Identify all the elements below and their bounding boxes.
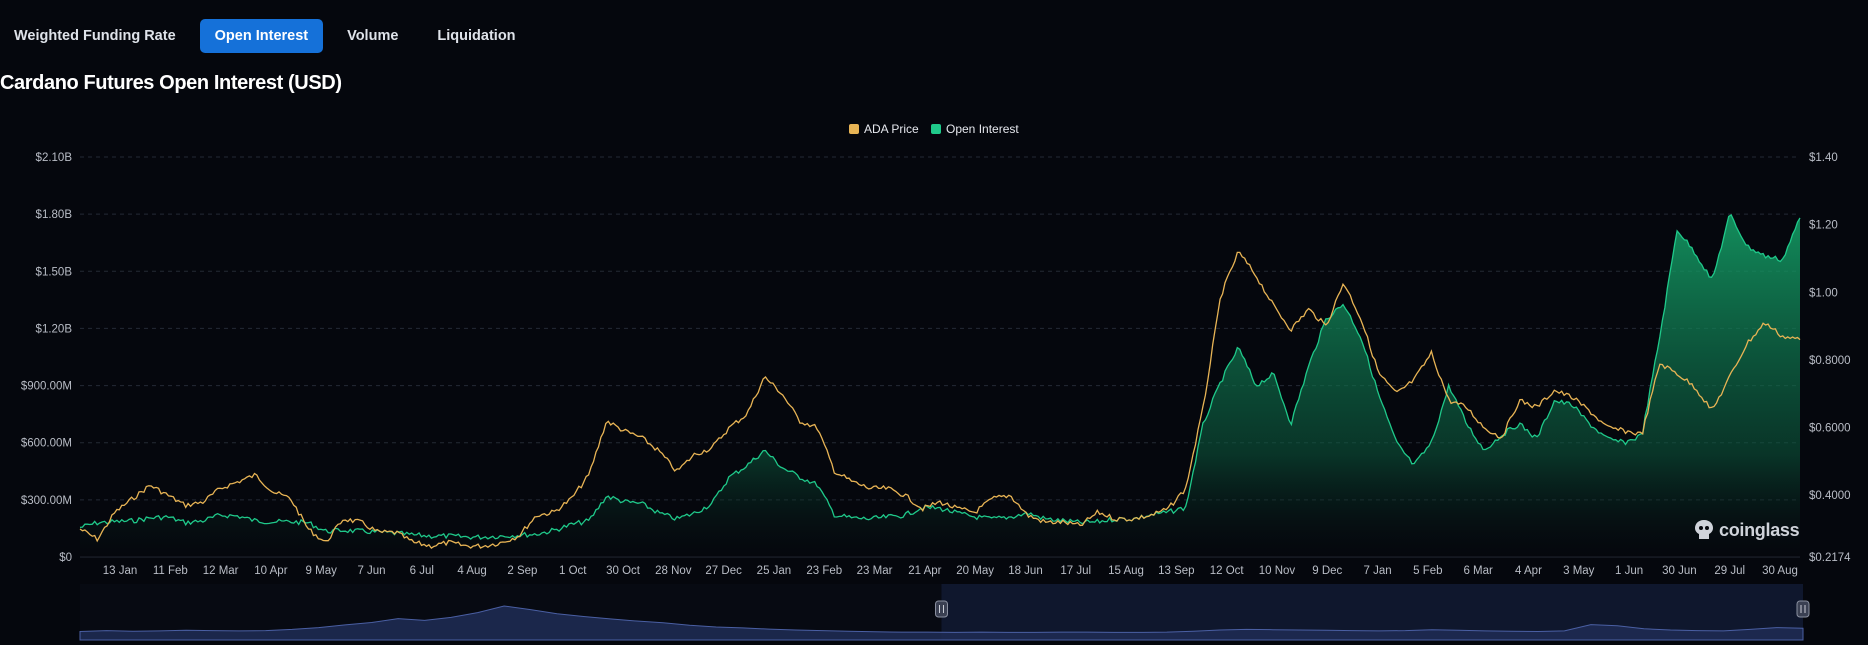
chart-legend: ADA Price Open Interest <box>849 122 1019 136</box>
x-tick-label: 30 Jun <box>1662 565 1697 577</box>
x-tick-label: 9 May <box>306 565 338 577</box>
x-tick-label: 28 Nov <box>655 565 692 577</box>
x-tick-label: 10 Nov <box>1259 565 1296 577</box>
x-tick-label: 29 Jul <box>1714 565 1745 577</box>
chart-title: Cardano Futures Open Interest (USD) <box>0 72 342 94</box>
x-tick-label: 23 Mar <box>857 565 893 577</box>
x-tick-label: 10 Apr <box>254 565 287 577</box>
legend-label-open-interest[interactable]: Open Interest <box>946 122 1019 136</box>
x-tick-label: 23 Feb <box>806 565 842 577</box>
x-tick-label: 1 Oct <box>559 565 587 577</box>
y-left-tick-label: $2.10B <box>36 152 73 164</box>
tab-liquidation[interactable]: Liquidation <box>437 28 516 44</box>
x-tick-label: 7 Jan <box>1364 565 1392 577</box>
x-tick-label: 12 Mar <box>203 565 239 577</box>
coinglass-watermark: coinglass <box>1693 518 1800 542</box>
y-axis-left: $0 $300.00M $600.00M $900.00M $1.20B $1.50B $1… <box>21 152 72 564</box>
x-tick-label: 6 Jul <box>410 565 434 577</box>
y-right-tick-label: $1.00 <box>1809 287 1838 299</box>
x-tick-label: 21 Apr <box>908 565 941 577</box>
tab-open-interest[interactable]: Open Interest <box>199 19 324 53</box>
x-tick-label: 17 Jul <box>1060 565 1091 577</box>
x-tick-label: 6 Mar <box>1463 565 1493 577</box>
x-tick-label: 13 Jan <box>103 565 138 577</box>
legend-swatch-open-interest <box>931 124 941 134</box>
x-tick-label: 5 Feb <box>1413 565 1442 577</box>
x-tick-label: 13 Sep <box>1158 565 1194 577</box>
x-tick-label: 15 Aug <box>1108 565 1144 577</box>
y-right-tick-label: $1.20 <box>1809 220 1838 232</box>
x-tick-label: 18 Jun <box>1008 565 1043 577</box>
y-right-tick-label: $1.40 <box>1809 152 1838 164</box>
ada-price-line <box>79 251 1801 549</box>
x-tick-label: 9 Dec <box>1312 565 1342 577</box>
open-interest-line <box>79 213 1801 540</box>
y-right-tick-label: $0.2174 <box>1809 552 1851 564</box>
y-axis-right: $0.2174 $0.4000 $0.6000 $0.8000 $1.00 $1.20 $1… <box>1809 152 1851 564</box>
navigator-handle-right[interactable] <box>1796 600 1810 618</box>
tab-weighted-funding-rate[interactable]: Weighted Funding Rate <box>14 28 176 44</box>
x-tick-label: 4 Aug <box>457 565 486 577</box>
y-left-tick-label: $0 <box>59 552 72 564</box>
x-tick-label: 2 Sep <box>507 565 537 577</box>
open-interest-area <box>80 214 1800 557</box>
x-tick-label: 12 Oct <box>1210 565 1245 577</box>
y-left-tick-label: $600.00M <box>21 438 72 450</box>
y-left-tick-label: $900.00M <box>21 381 72 393</box>
y-right-tick-label: $0.6000 <box>1809 423 1851 435</box>
coinglass-wordmark: coinglass <box>1719 519 1800 540</box>
x-tick-label: 30 Aug <box>1762 565 1798 577</box>
x-tick-label: 1 Jun <box>1615 565 1643 577</box>
x-tick-label: 27 Dec <box>705 565 742 577</box>
x-axis: 13 Jan 11 Feb 12 Mar 10 Apr 9 May 7 Jun 6 Jul 4… <box>103 565 1798 577</box>
x-tick-label: 7 Jun <box>357 565 385 577</box>
tab-volume[interactable]: Volume <box>347 28 399 44</box>
x-tick-label: 20 May <box>956 565 994 577</box>
y-left-tick-label: $300.00M <box>21 495 72 507</box>
open-interest-chart: ADA Price Open Interest $0 $300.00M $600.0… <box>21 122 1851 641</box>
y-right-tick-label: $0.8000 <box>1809 355 1851 367</box>
x-tick-label: 25 Jan <box>757 565 792 577</box>
legend-swatch-ada-price <box>849 124 859 134</box>
x-tick-label: 3 May <box>1563 565 1595 577</box>
x-tick-label: 4 Apr <box>1515 565 1542 577</box>
coinglass-logo-icon <box>1695 520 1713 539</box>
y-left-tick-label: $1.20B <box>36 323 73 335</box>
range-navigator[interactable] <box>79 584 1810 641</box>
y-left-tick-label: $1.50B <box>36 266 73 278</box>
y-right-tick-label: $0.4000 <box>1809 490 1851 502</box>
y-left-tick-label: $1.80B <box>36 209 73 221</box>
legend-label-ada-price[interactable]: ADA Price <box>864 122 919 136</box>
navigator-handle-left[interactable] <box>935 600 948 618</box>
chart-type-tabs: Weighted Funding Rate Open Interest Volu… <box>0 18 540 54</box>
x-tick-label: 30 Oct <box>606 565 641 577</box>
x-tick-label: 11 Feb <box>153 565 188 577</box>
navigator-series <box>79 605 1804 641</box>
